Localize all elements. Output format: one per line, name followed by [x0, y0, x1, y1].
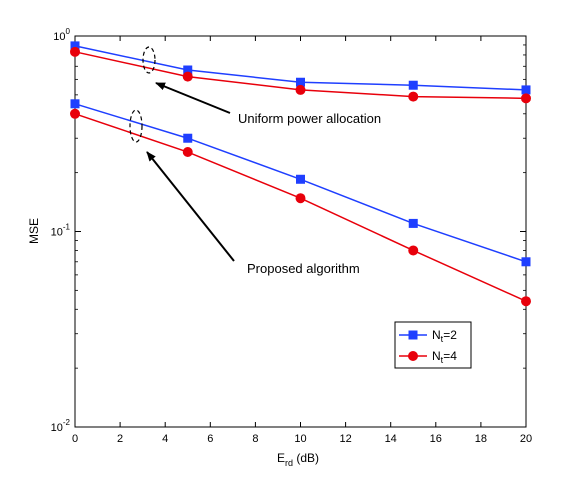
legend-label-nt2: Nt=2: [432, 328, 457, 344]
x-tick-label-2: 4: [162, 433, 168, 445]
legend-box: [394, 321, 472, 369]
annotations: Uniform power allocation Proposed algorit…: [129, 46, 381, 276]
annotation-proposed: Proposed algorithm: [247, 261, 360, 276]
x-tick-label-4: 8: [252, 433, 258, 445]
legend: Nt=2 Nt=4: [394, 321, 472, 369]
y-axis-label: MSE: [27, 218, 41, 244]
uniform-ellipse: [142, 46, 156, 74]
series-0-point-4: [521, 85, 531, 95]
series-2-point-0: [70, 99, 80, 109]
series-3-point-1: [182, 147, 193, 158]
x-tick-label-8: 16: [430, 433, 442, 445]
series-3-point-3: [408, 245, 419, 256]
x-tick-label-1: 2: [117, 433, 123, 445]
series-2-point-1: [183, 133, 193, 143]
axis-ticks: 0 2 4 6 8 10 12 14 16 18 20 100 10-1 10-2: [51, 27, 533, 445]
series-2-point-4: [521, 257, 531, 267]
x-tick-label-9: 18: [475, 433, 487, 445]
series-3-point-2: [295, 193, 306, 204]
series-1-point-3: [408, 91, 419, 102]
uniform-arrow: [155, 82, 231, 114]
series-0-point-1: [183, 65, 193, 75]
x-tick-label-7: 14: [385, 433, 397, 445]
y-tick-label-1: 10-1: [51, 223, 71, 239]
proposed-ellipse: [129, 109, 143, 143]
legend-marker-nt4: [408, 351, 418, 361]
series-1-point-0: [70, 46, 80, 57]
series-layer: [70, 41, 531, 307]
x-tick-label-6: 12: [339, 433, 351, 445]
x-tick-label-5: 10: [294, 433, 306, 445]
series-1-point-1: [182, 71, 193, 82]
series-3-point-4: [521, 296, 531, 307]
annotation-uniform: Uniform power allocation: [238, 111, 381, 126]
series-0-point-2: [296, 77, 305, 87]
series-1-point-4: [521, 93, 531, 104]
x-axis-label: Erd (dB): [277, 451, 319, 468]
series-0-point-0: [70, 41, 80, 51]
x-tick-label-10: 20: [520, 433, 532, 445]
proposed-arrow: [146, 151, 235, 262]
series-2-point-3: [408, 218, 418, 228]
y-tick-label-2: 10-2: [51, 418, 71, 434]
x-tick-label-3: 6: [207, 433, 213, 445]
y-tick-label-0: 100: [53, 27, 70, 43]
legend-marker-nt2: [408, 330, 418, 340]
x-tick-label-0: 0: [72, 433, 78, 445]
legend-label-nt4: Nt=4: [432, 349, 457, 365]
series-0-point-3: [408, 80, 418, 90]
series-3-point-0: [70, 108, 80, 119]
series-1-point-2: [295, 84, 306, 95]
series-2-point-2: [296, 174, 305, 184]
